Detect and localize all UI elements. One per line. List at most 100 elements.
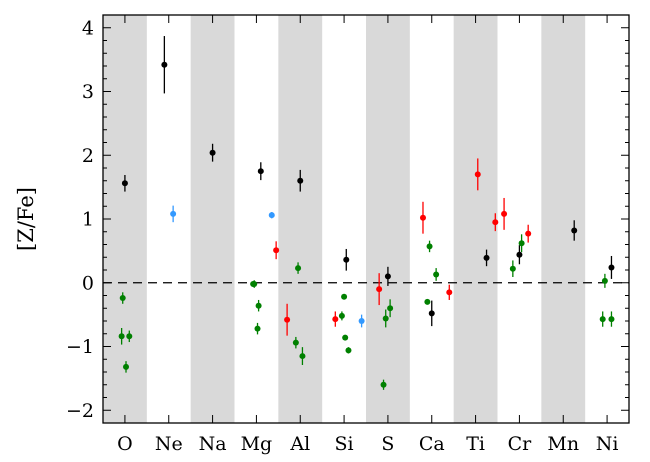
data-point-green-ca	[433, 268, 440, 281]
point-marker	[376, 286, 383, 293]
data-point-green-s	[382, 309, 389, 328]
point-marker	[119, 295, 126, 302]
data-point-green-ni	[601, 273, 608, 288]
data-point-green-ni	[599, 311, 606, 327]
point-marker	[501, 210, 508, 217]
x-tick-label-mn: Mn	[547, 433, 579, 455]
data-point-black-al	[297, 169, 304, 192]
point-marker	[118, 333, 125, 340]
point-marker	[419, 214, 426, 221]
point-marker	[345, 347, 352, 354]
point-marker	[273, 247, 280, 254]
point-marker	[292, 339, 299, 346]
data-point-green-si	[345, 347, 352, 354]
x-tick-label-ca: Ca	[419, 433, 445, 455]
point-marker	[446, 289, 453, 296]
data-point-blue-mg	[268, 211, 275, 219]
point-marker	[342, 334, 349, 341]
point-marker	[295, 265, 302, 272]
data-point-green-al	[299, 347, 306, 365]
point-marker	[601, 277, 608, 284]
point-marker	[483, 254, 490, 261]
data-point-green-mg	[254, 322, 261, 335]
data-point-black-si	[343, 248, 350, 271]
point-marker	[509, 265, 516, 272]
data-point-green-ni	[608, 311, 615, 327]
point-marker	[161, 61, 168, 68]
point-marker	[126, 333, 133, 340]
data-point-green-si	[342, 334, 349, 341]
data-point-green-al	[292, 336, 299, 349]
x-tick-label-o: O	[117, 433, 133, 455]
y-axis-label: [Z/Fe]	[14, 187, 38, 251]
data-point-green-s	[380, 379, 387, 390]
point-marker	[516, 251, 523, 258]
x-tick-label-ni: Ni	[596, 433, 619, 455]
shaded-band-al	[278, 15, 323, 423]
x-tick-label-al: Al	[289, 433, 310, 455]
point-marker	[338, 312, 345, 319]
point-marker	[121, 180, 128, 187]
data-point-red-al	[284, 303, 291, 336]
point-marker	[332, 316, 339, 323]
point-marker	[343, 256, 350, 263]
data-point-black-na	[209, 143, 216, 162]
data-point-green-al	[295, 262, 302, 274]
data-point-red-cr	[525, 224, 532, 243]
point-marker	[123, 363, 130, 370]
data-point-green-o	[123, 361, 130, 373]
y-tick-label: 2	[82, 145, 94, 167]
point-marker	[380, 381, 387, 388]
point-marker	[358, 318, 365, 324]
data-point-green-o	[119, 292, 126, 304]
x-tick-label-ne: Ne	[155, 433, 183, 455]
data-point-black-mg	[257, 162, 264, 181]
data-point-green-si	[341, 293, 348, 300]
data-point-green-si	[338, 311, 345, 321]
point-marker	[492, 219, 499, 226]
data-point-blue-si	[358, 314, 365, 328]
y-tick-label: −1	[66, 336, 94, 358]
point-marker	[257, 168, 264, 175]
x-tick-label-mg: Mg	[241, 433, 273, 455]
shaded-band-s	[366, 15, 410, 423]
shaded-band-na	[190, 15, 235, 423]
axis-ticks	[103, 15, 629, 423]
data-point-green-o	[126, 330, 133, 343]
point-marker	[571, 227, 578, 234]
point-marker	[382, 315, 389, 322]
data-point-red-si	[332, 311, 339, 327]
point-marker	[599, 316, 606, 323]
x-tick-label-si: Si	[335, 433, 354, 455]
data-point-black-s	[384, 266, 391, 286]
data-point-green-o	[118, 328, 125, 345]
data-point-green-mg	[251, 280, 258, 288]
point-marker	[255, 302, 262, 309]
point-marker	[428, 310, 435, 317]
point-marker	[608, 264, 615, 271]
point-marker	[251, 281, 258, 288]
data-point-red-mg	[273, 241, 280, 260]
data-point-black-o	[121, 175, 128, 192]
point-marker	[387, 305, 394, 312]
data-point-black-ni	[608, 255, 615, 279]
data-point-red-s	[376, 273, 383, 306]
point-marker	[254, 325, 261, 332]
point-marker	[341, 293, 348, 300]
data-point-red-ca	[446, 284, 453, 300]
point-marker	[518, 240, 525, 247]
y-tick-label: 1	[82, 209, 94, 231]
point-marker	[284, 316, 291, 323]
data-point-green-ca	[424, 298, 431, 305]
point-marker	[426, 243, 433, 250]
shaded-bands	[103, 15, 586, 423]
data-point-green-mg	[255, 299, 262, 312]
x-tick-label-cr: Cr	[508, 433, 533, 455]
data-point-black-ti	[483, 249, 490, 267]
shaded-band-mn	[541, 15, 586, 423]
data-point-green-ca	[426, 240, 433, 253]
data-point-blue-ne	[170, 205, 177, 223]
data-point-black-ca	[428, 300, 435, 327]
data-point-red-ti	[474, 158, 481, 191]
